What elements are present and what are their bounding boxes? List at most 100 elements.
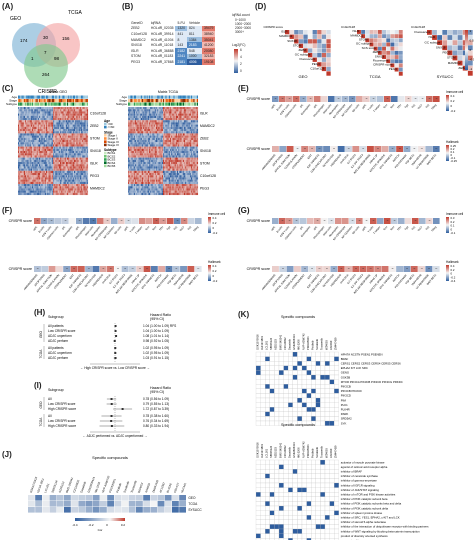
heatmap-cell: [193, 155, 195, 158]
annotation-cell: [167, 95, 169, 99]
heatmap-cell: [131, 120, 133, 123]
heatmap-cell: [19, 177, 21, 180]
heatmap-cell: [34, 155, 36, 158]
heatmap-cell: [180, 168, 182, 171]
heatmap-cell: [60, 177, 62, 180]
heatmap-cell: [157, 115, 159, 119]
corr-cell: [321, 66, 327, 72]
heatmap-cell: [41, 153, 43, 156]
heatmap-cell: [140, 142, 143, 145]
heatmap-cell: [81, 142, 83, 145]
corr-gene-label: STOM: [293, 43, 302, 47]
heatmap-cell: [184, 159, 186, 163]
heatmap-cell: [35, 192, 37, 196]
heatmap-cell: [35, 159, 37, 163]
heatmap-cell: [146, 175, 148, 178]
heatmap-cell: [158, 111, 160, 114]
heatmap-cell: [161, 157, 164, 160]
heatmap-cell: [41, 175, 43, 178]
heatmap-cell: [20, 168, 22, 171]
heatmap-cell: [189, 120, 192, 123]
heatmap-cell: [133, 115, 136, 119]
heatmap-cell: [194, 115, 196, 119]
heatmap-cell: [78, 186, 80, 189]
gene-table-cell: 2183: [187, 42, 202, 48]
heatmap-cell: [69, 166, 71, 169]
heatmap-cell: [43, 192, 45, 196]
heatmap-cell: [56, 192, 58, 196]
heatmap-cell: [135, 118, 137, 121]
heatmap-cell: [161, 146, 164, 149]
heatmap-cell: [147, 111, 150, 114]
heatmap-cell: [193, 133, 195, 136]
heatmap-cell: [46, 166, 48, 169]
heatmap-cell: [53, 111, 55, 114]
heatmap-cell: [39, 122, 41, 125]
heatmap-cell: [64, 109, 66, 112]
heatmap-cell: [18, 107, 20, 110]
annotation-cell: [23, 102, 25, 106]
heatmap-cell: [140, 157, 143, 160]
heatmap-cell: [40, 168, 42, 171]
corr-cell: [321, 43, 327, 49]
heatmap-cell: [130, 133, 132, 136]
corr-cell: [382, 46, 386, 51]
heatmap-cell: [56, 173, 58, 176]
corr-cell: [326, 39, 331, 44]
heatmap-cell: [29, 137, 31, 141]
heatmap-cell: [165, 144, 167, 147]
heatmap-cell: [167, 146, 169, 149]
heatmap-cell: [27, 107, 29, 110]
heatmap-cell: [140, 124, 143, 127]
heatmap-cell: [27, 192, 29, 196]
heatmap-cell: [41, 188, 43, 191]
annotation-cell: [62, 102, 64, 106]
heatmap-cell: [81, 162, 83, 165]
annotation-cell: [65, 95, 67, 99]
corr-cell: [390, 50, 395, 55]
annotation-cell: [143, 99, 145, 103]
heatmap-cell: [144, 164, 146, 167]
annotation-cell: [33, 99, 35, 103]
heatmap-cell: [149, 164, 151, 167]
heatmap-cell: [26, 129, 28, 132]
heatmap-cell: [174, 175, 176, 178]
heatmap-cell: [86, 118, 89, 121]
heatmap-cell: [72, 177, 75, 180]
heatmap-cell: [138, 133, 140, 136]
heatmap-cell: [44, 109, 47, 112]
heatmap-cell: [36, 181, 38, 185]
heatmap-cell: [182, 124, 185, 127]
heatmap-cell: [168, 166, 171, 169]
annotation-cell: [131, 99, 133, 103]
heatmap-cell: [60, 155, 62, 158]
heatmap-cell: [23, 159, 26, 163]
heatmap-cell: [76, 162, 78, 165]
heatmap-cell: [137, 173, 139, 176]
heatmap-cell: [156, 170, 158, 174]
heatmap-cell: [79, 181, 82, 185]
heatmap-cell: [182, 166, 185, 169]
heatmap-cell: [174, 129, 176, 132]
heatmap-cell: [146, 168, 148, 171]
heatmap-cell: [157, 146, 159, 149]
heatmap-cell: [181, 133, 183, 136]
heatmap-cell: [81, 175, 83, 178]
heatmap-cell: [161, 153, 164, 156]
heatmap-cell: [27, 131, 29, 134]
heatmap-cell: [163, 164, 165, 167]
heatmap-cell: [156, 113, 158, 116]
heatmap-cell: [25, 118, 27, 121]
heatmap-cell: [26, 113, 28, 116]
annotation-cell: [191, 99, 193, 103]
heatmap-cell: [84, 135, 86, 138]
heatmap-cell: [37, 109, 40, 112]
heatmap-cell: [160, 140, 162, 143]
corr-cell: [369, 42, 374, 47]
heatmap-cell: [196, 151, 199, 154]
heatmap-cell: [76, 133, 78, 136]
heatmap-cell: [130, 173, 132, 176]
heatmap-cell: [70, 168, 72, 171]
heatmap-cell: [84, 113, 86, 116]
heatmap-cell: [145, 148, 147, 152]
